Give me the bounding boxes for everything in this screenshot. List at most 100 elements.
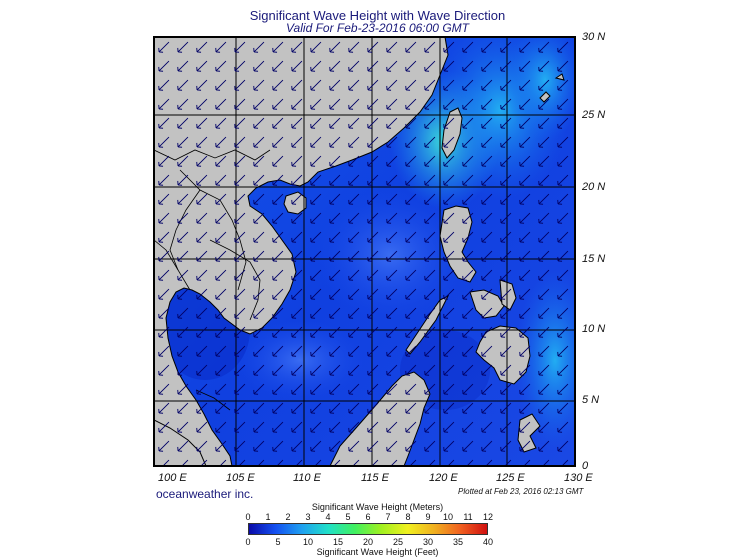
wave-direction-arrow	[481, 117, 493, 129]
wave-direction-arrow	[272, 288, 284, 300]
wave-direction-arrow	[291, 98, 303, 110]
wave-direction-arrow	[386, 231, 398, 243]
wave-direction-arrow	[462, 60, 474, 72]
wave-direction-arrow	[215, 193, 227, 205]
wave-direction-arrow	[386, 383, 398, 395]
wave-direction-arrow	[386, 136, 398, 148]
wave-direction-arrow	[196, 41, 208, 53]
wave-direction-arrow	[310, 383, 322, 395]
wave-direction-arrow	[310, 41, 322, 53]
wave-direction-arrow	[253, 136, 265, 148]
wave-direction-arrow	[405, 421, 417, 433]
wave-direction-arrow	[329, 269, 341, 281]
wave-direction-arrow	[196, 193, 208, 205]
wave-direction-arrow	[272, 155, 284, 167]
wave-direction-arrow	[234, 421, 246, 433]
wave-direction-arrow	[538, 326, 550, 338]
wave-direction-arrow	[310, 345, 322, 357]
wave-direction-arrow	[329, 421, 341, 433]
wave-direction-arrow	[481, 136, 493, 148]
wave-direction-arrow	[500, 117, 512, 129]
wave-direction-arrow	[272, 98, 284, 110]
wave-direction-arrow	[348, 364, 360, 376]
wave-direction-arrow	[462, 174, 474, 186]
wave-direction-arrow	[158, 288, 170, 300]
wave-direction-arrow	[291, 212, 303, 224]
wave-direction-arrow	[310, 326, 322, 338]
wave-direction-arrow	[329, 41, 341, 53]
wave-direction-arrow	[424, 250, 436, 262]
wave-direction-arrow	[462, 364, 474, 376]
legend-meters-tick-10: 10	[442, 512, 454, 522]
legend-feet-tick-40: 40	[482, 537, 494, 547]
wave-direction-arrow	[158, 174, 170, 186]
wave-direction-arrow	[481, 155, 493, 167]
wave-direction-arrow	[557, 250, 569, 262]
land-taiwan	[441, 107, 463, 159]
wave-direction-arrow	[462, 98, 474, 110]
wave-direction-arrow	[329, 174, 341, 186]
wave-direction-arrow	[215, 250, 227, 262]
wave-direction-arrow	[481, 79, 493, 91]
legend-meters-tick-2: 2	[285, 512, 291, 522]
wave-direction-arrow	[196, 288, 208, 300]
wave-direction-arrow	[234, 269, 246, 281]
wave-direction-arrow	[424, 41, 436, 53]
lon-label-100e: 100 E	[158, 472, 187, 484]
wave-direction-arrow	[291, 402, 303, 414]
wave-direction-arrow	[481, 98, 493, 110]
wave-direction-arrow	[196, 174, 208, 186]
wave-direction-arrow	[291, 383, 303, 395]
lat-label-10n: 10 N	[582, 323, 606, 335]
wave-direction-arrow	[253, 421, 265, 433]
valid-time-subtitle: Valid For Feb-23-2016 06:00 GMT	[286, 21, 469, 35]
wave-direction-arrow	[538, 269, 550, 281]
wave-direction-arrow	[424, 326, 436, 338]
wave-direction-arrow	[500, 288, 512, 300]
wave-direction-arrow	[519, 326, 531, 338]
wave-direction-arrow	[386, 98, 398, 110]
wave-direction-arrow	[557, 155, 569, 167]
wave-direction-arrow	[253, 117, 265, 129]
wave-direction-arrow	[329, 307, 341, 319]
wave-direction-arrow	[291, 174, 303, 186]
lon-label-125e: 125 E	[496, 472, 525, 484]
wave-direction-arrow	[557, 41, 569, 53]
wave-direction-arrow	[519, 421, 531, 433]
wave-direction-arrow	[158, 383, 170, 395]
wave-direction-arrow	[500, 345, 512, 357]
wave-direction-arrow	[329, 250, 341, 262]
wave-direction-arrow	[386, 288, 398, 300]
wave-direction-arrow	[329, 193, 341, 205]
wave-direction-arrow	[462, 421, 474, 433]
wave-direction-arrow	[272, 193, 284, 205]
land-luzon	[439, 205, 477, 283]
wave-direction-arrow	[367, 79, 379, 91]
wave-direction-arrow	[481, 231, 493, 243]
wave-direction-arrow	[177, 60, 189, 72]
lon-label-130e: 130 E	[564, 472, 593, 484]
wave-direction-arrow	[196, 250, 208, 262]
wave-direction-arrow	[500, 421, 512, 433]
moderate-wave-zone-south	[235, 320, 365, 400]
wave-direction-arrow	[215, 421, 227, 433]
wave-direction-arrow	[538, 383, 550, 395]
wave-direction-arrow	[519, 98, 531, 110]
wave-direction-arrow	[367, 345, 379, 357]
map-area	[154, 37, 575, 466]
wave-direction-arrow	[443, 288, 455, 300]
wave-direction-arrow	[215, 174, 227, 186]
wave-direction-arrow	[538, 440, 550, 452]
wave-direction-arrow	[158, 440, 170, 452]
legend-feet-title: Significant Wave Height (Feet)	[316, 547, 439, 557]
wave-direction-arrow	[367, 421, 379, 433]
wave-direction-arrow	[215, 364, 227, 376]
wave-direction-arrow	[367, 193, 379, 205]
wave-direction-arrow	[367, 364, 379, 376]
wave-direction-arrow	[158, 98, 170, 110]
wave-direction-arrow	[196, 402, 208, 414]
wave-direction-arrow	[177, 345, 189, 357]
wave-direction-arrow	[196, 212, 208, 224]
wave-direction-arrow	[329, 402, 341, 414]
wave-direction-arrow	[253, 231, 265, 243]
